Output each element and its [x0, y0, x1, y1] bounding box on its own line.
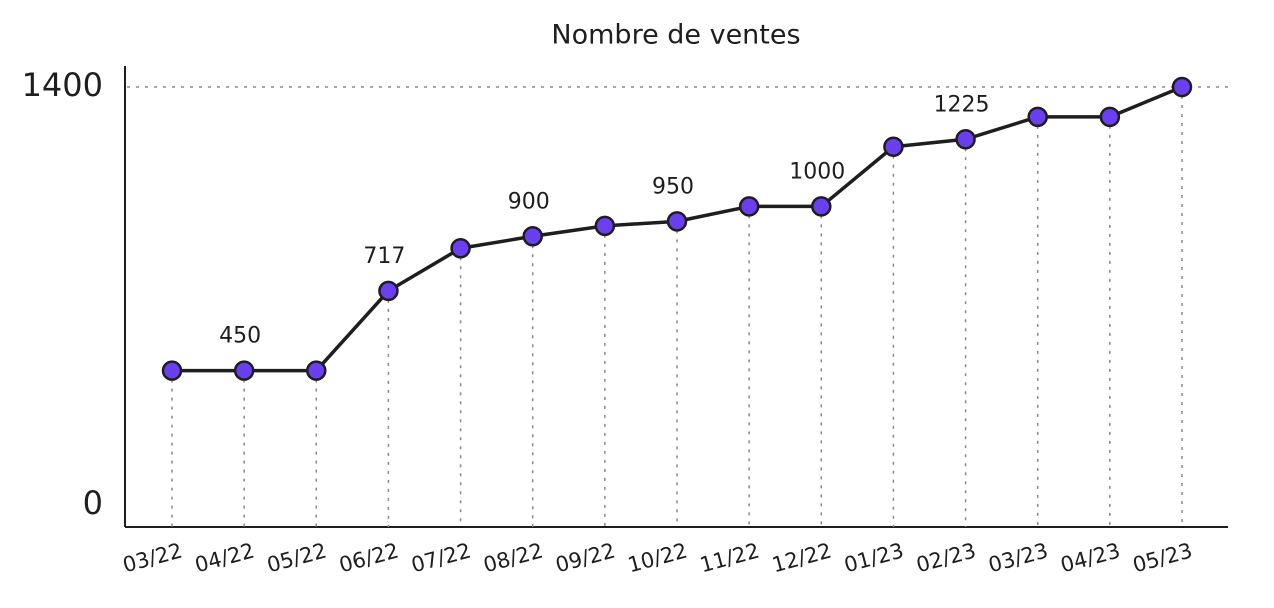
data-point — [1027, 106, 1048, 128]
x-tick-label: 03/23 — [986, 538, 1051, 577]
chart-title: Nombre de ventes — [551, 20, 800, 51]
data-point — [1099, 106, 1121, 128]
data-point — [233, 360, 255, 381]
data-label: 950 — [652, 174, 694, 199]
data-point — [161, 360, 183, 381]
x-tick-label: 11/22 — [697, 538, 762, 577]
x-tick-label: 08/22 — [481, 538, 546, 577]
y-tick-label: 0 — [83, 484, 103, 522]
data-point — [666, 211, 688, 232]
data-point — [450, 237, 471, 259]
data-point — [1171, 76, 1193, 98]
x-tick-label: 02/23 — [914, 538, 979, 577]
x-tick-label: 04/22 — [192, 538, 257, 577]
x-tick-label: 05/23 — [1130, 538, 1195, 577]
data-label: 1000 — [789, 159, 845, 184]
y-tick-label: 1400 — [22, 66, 103, 104]
data-point — [738, 196, 760, 217]
x-tick-label: 10/22 — [625, 538, 690, 577]
data-label: 450 — [219, 324, 261, 349]
x-tick-label: 03/22 — [120, 538, 185, 577]
data-point — [522, 226, 543, 247]
data-label: 1225 — [934, 92, 990, 117]
data-point — [594, 215, 616, 237]
data-point — [378, 280, 399, 302]
x-tick-label: 05/22 — [264, 538, 329, 577]
x-tick-label: 07/22 — [409, 538, 474, 577]
x-tick-label: 04/23 — [1058, 538, 1123, 577]
x-tick-label: 12/22 — [769, 538, 834, 577]
x-tick-label: 09/22 — [553, 538, 618, 577]
x-tick-label: 06/22 — [337, 538, 402, 577]
data-point — [811, 196, 832, 217]
data-label: 717 — [363, 244, 405, 269]
data-point — [883, 136, 904, 157]
data-label: 900 — [508, 189, 550, 214]
data-point — [306, 360, 327, 381]
x-tick-label: 01/23 — [842, 538, 907, 577]
data-point — [955, 129, 976, 150]
